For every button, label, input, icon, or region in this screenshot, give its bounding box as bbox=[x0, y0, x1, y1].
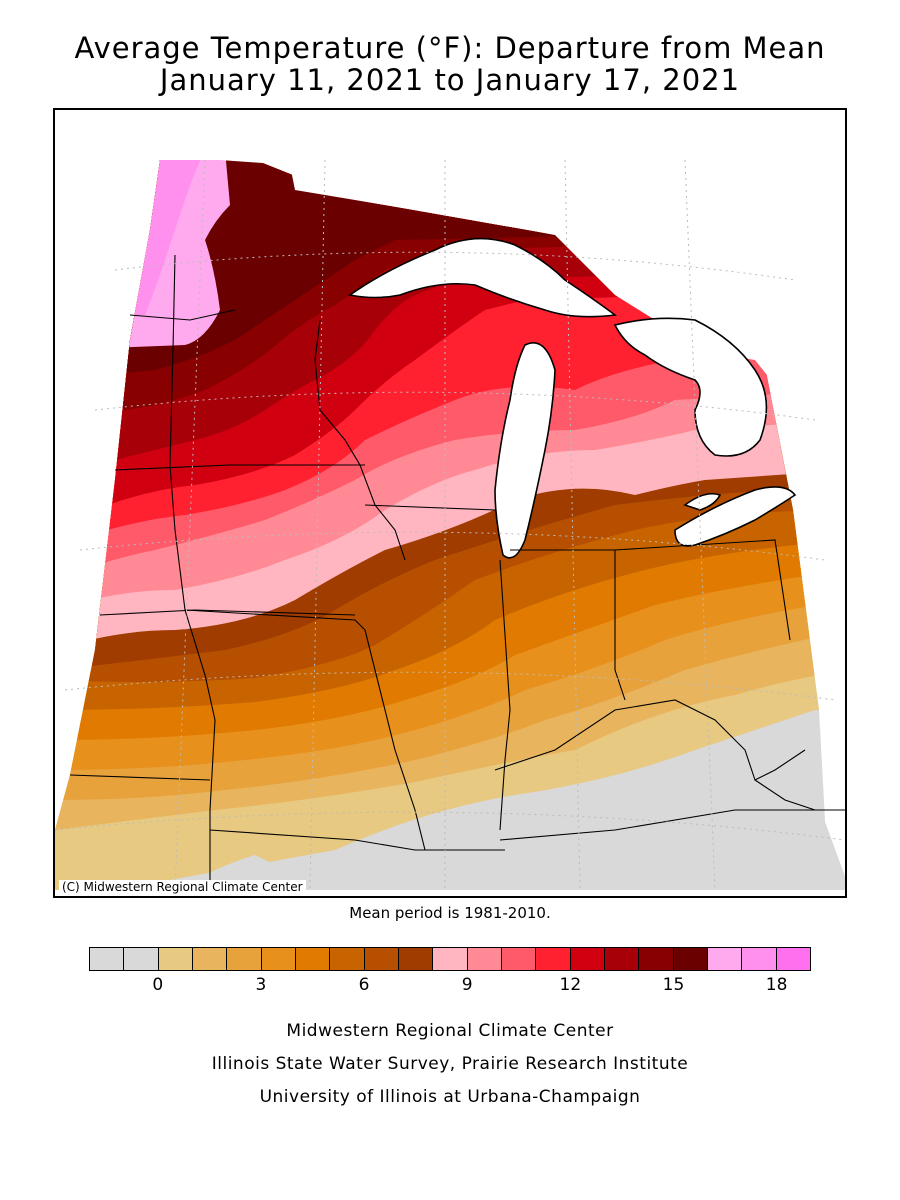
map-title: Average Temperature (°F): Departure from… bbox=[74, 31, 826, 65]
lake-michigan bbox=[494, 342, 556, 559]
grid-line bbox=[684, 159, 716, 891]
grid-line bbox=[114, 251, 796, 281]
border-mn-wi bbox=[314, 319, 406, 561]
legend-tick-labels: 0 3 6 9 12 15 18 bbox=[89, 975, 811, 997]
color-legend bbox=[89, 947, 811, 971]
legend-tick-label: 12 bbox=[559, 975, 582, 995]
legend-swatch bbox=[398, 948, 434, 970]
legend-swatch bbox=[227, 948, 262, 970]
grid-line bbox=[174, 159, 206, 891]
legend-swatch bbox=[330, 948, 365, 970]
legend-swatch bbox=[604, 948, 640, 970]
legend-swatch bbox=[536, 948, 571, 970]
map-copyright: (C) Midwestern Regional Climate Center bbox=[59, 880, 306, 894]
border-in-oh bbox=[510, 549, 626, 701]
legend-swatch bbox=[158, 948, 193, 970]
legend-swatch bbox=[707, 948, 743, 970]
border-nd-sd bbox=[114, 464, 365, 471]
map-date-range: January 11, 2021 to January 17, 2021 bbox=[159, 63, 741, 97]
legend-swatch bbox=[433, 948, 468, 970]
legend-tick-label: 18 bbox=[765, 975, 788, 995]
mean-period-note: Mean period is 1981-2010. bbox=[349, 904, 551, 922]
temperature-departure-map bbox=[55, 110, 845, 891]
graticule bbox=[55, 159, 845, 891]
legend-swatch bbox=[364, 948, 399, 970]
legend-swatch bbox=[639, 948, 674, 970]
border-oh-pa bbox=[614, 539, 791, 641]
legend-swatch bbox=[124, 948, 159, 970]
legend-swatch bbox=[192, 948, 228, 970]
border-sd-ne bbox=[99, 609, 356, 616]
lake-st-clair bbox=[683, 492, 722, 511]
border-il-in bbox=[499, 559, 511, 831]
legend-swatch bbox=[90, 948, 125, 970]
border-wi-il bbox=[364, 504, 496, 511]
great-lakes bbox=[348, 237, 797, 559]
legend-swatch bbox=[295, 948, 331, 970]
border-ohio-river bbox=[494, 699, 806, 781]
legend-tick-label: 15 bbox=[662, 975, 685, 995]
legend-swatch bbox=[742, 948, 777, 970]
border-iowa-mo bbox=[184, 609, 426, 851]
lake-superior bbox=[348, 237, 618, 318]
border-mo-ar bbox=[209, 829, 505, 851]
grid-line bbox=[94, 391, 816, 421]
credit-uiuc: University of Illinois at Urbana-Champai… bbox=[259, 1087, 641, 1107]
legend-tick-label: 0 bbox=[152, 975, 164, 995]
legend-swatch bbox=[570, 948, 605, 970]
border-ks-ok bbox=[69, 774, 211, 781]
shade-gray-southeast bbox=[555, 720, 845, 890]
grid-line bbox=[564, 159, 581, 891]
grid-line bbox=[309, 159, 326, 891]
state-boundaries bbox=[69, 254, 845, 890]
border-wv bbox=[754, 779, 816, 811]
legend-tick-label: 6 bbox=[358, 975, 370, 995]
legend-swatch bbox=[673, 948, 708, 970]
grid-line bbox=[55, 811, 845, 841]
map-panel: (C) Midwestern Regional Climate Center bbox=[53, 108, 847, 898]
credit-mrcc: Midwestern Regional Climate Center bbox=[286, 1021, 614, 1041]
credit-isws: Illinois State Water Survey, Prairie Res… bbox=[211, 1054, 689, 1074]
border-canada-west bbox=[129, 309, 236, 321]
legend-tick-label: 3 bbox=[255, 975, 267, 995]
legend-swatch bbox=[261, 948, 296, 970]
legend-swatch bbox=[467, 948, 502, 970]
legend-tick-label: 9 bbox=[461, 975, 473, 995]
legend-swatch bbox=[501, 948, 537, 970]
lake-huron bbox=[613, 317, 768, 457]
border-ky-tn bbox=[499, 809, 845, 841]
legend-swatch bbox=[776, 948, 810, 970]
